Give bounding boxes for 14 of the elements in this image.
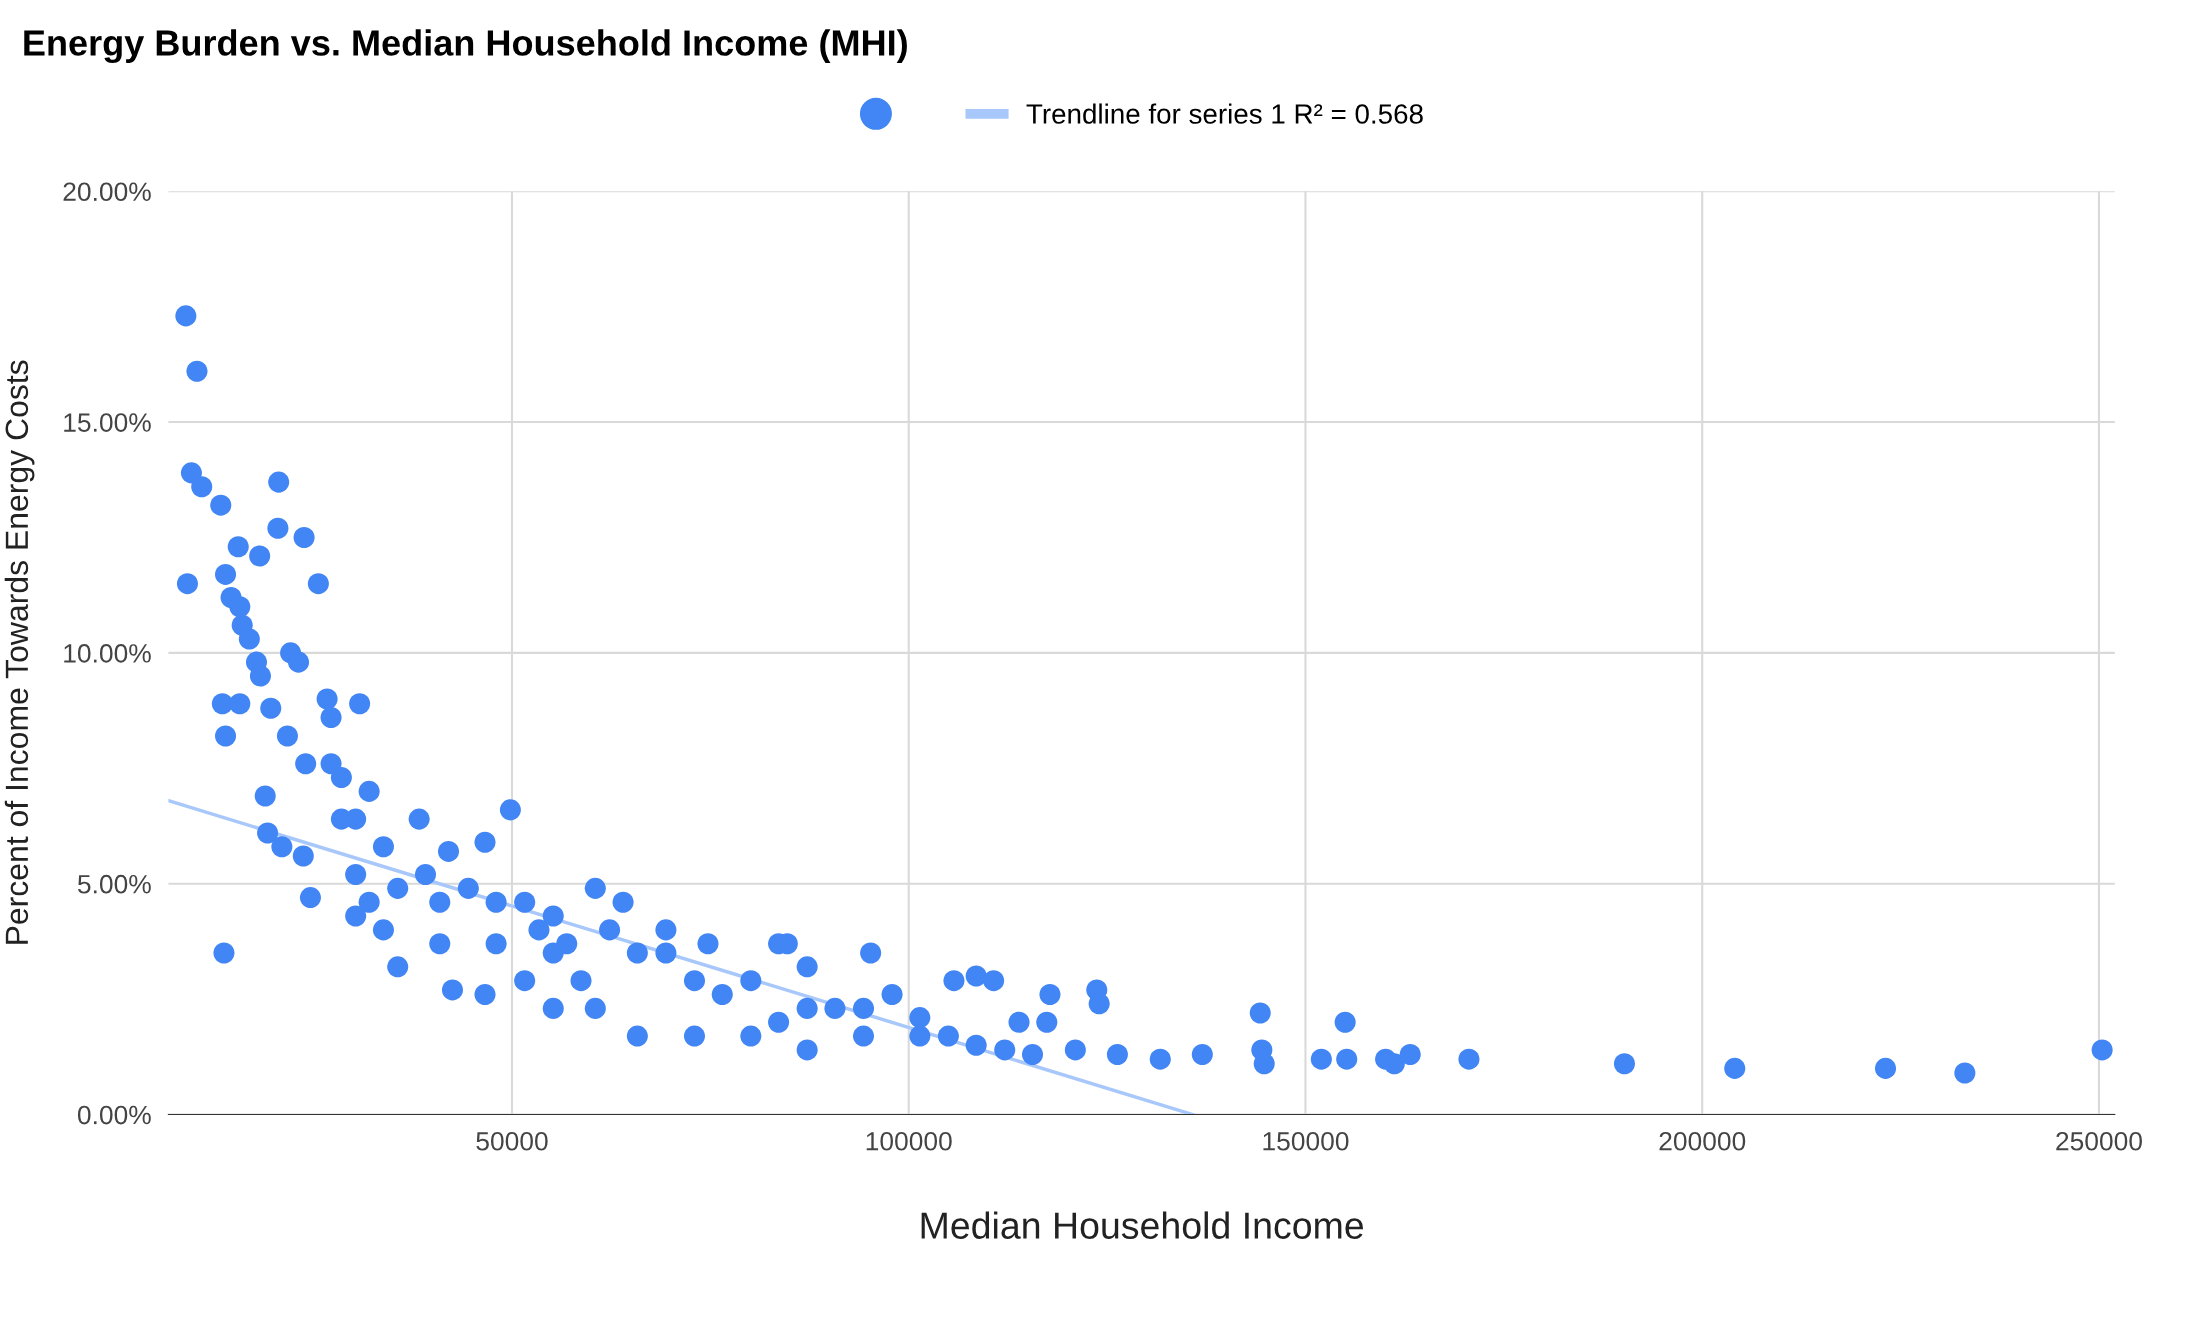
- x-tick-label: 100000: [866, 1131, 952, 1151]
- x-tick-label: 250000: [2056, 1131, 2142, 1151]
- chart-title: Energy Burden vs. Median Household Income (MHI): [24, 29, 907, 64]
- y-tick-label: 20.00%: [63, 182, 151, 202]
- legend-label: Trendline for series 1 R² = 0.568: [1026, 103, 1423, 124]
- y-tick-label: 0.00%: [77, 1105, 151, 1125]
- x-axis-title: Median Household Income: [921, 1211, 1364, 1239]
- x-tick-label: 200000: [1659, 1131, 1746, 1151]
- x-tick-label: 150000: [1263, 1131, 1349, 1151]
- y-axis-title: Percent of Income Towards Energy Costs: [4, 360, 35, 944]
- y-tick-label: 5.00%: [77, 874, 151, 894]
- x-tick-label: 50000: [476, 1131, 548, 1151]
- y-tick-label: 15.00%: [64, 413, 151, 432]
- y-tick-label: 10.00%: [64, 644, 151, 663]
